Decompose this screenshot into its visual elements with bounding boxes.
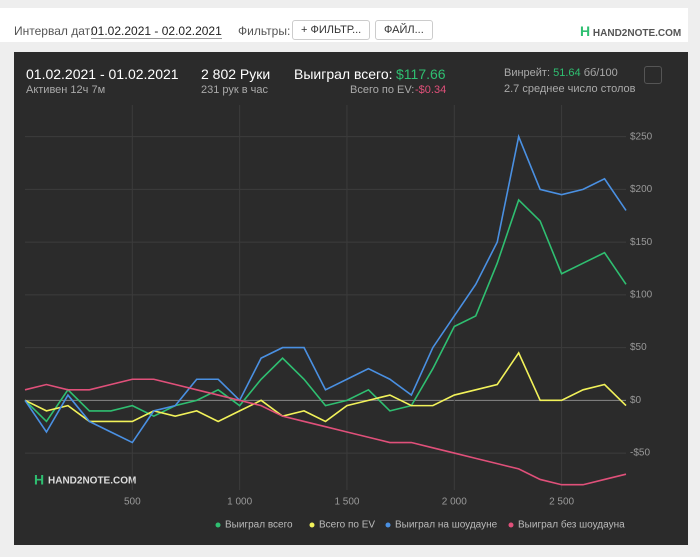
file-button[interactable]: ФАЙЛ...	[375, 20, 433, 40]
y-tick-label: $0	[630, 395, 642, 406]
x-tick-label: 1 500	[334, 497, 359, 508]
x-tick-label: 500	[124, 497, 141, 508]
legend-label: Выиграл без шоудауна	[518, 519, 625, 531]
ev-value: -$0.34	[415, 84, 447, 96]
x-tick-label: 1 000	[227, 497, 252, 508]
y-tick-label: $100	[630, 290, 653, 301]
hands-per-hour: 231 рук в час	[201, 84, 269, 96]
won-label: Выиграл всего:	[294, 66, 393, 82]
winrate-value: 51.64	[553, 67, 581, 79]
tables: 2.7 среднее число столов	[504, 83, 636, 95]
winrate-label: Винрейт:	[504, 67, 551, 79]
won-value: $117.66	[396, 66, 446, 82]
legend-swatch	[508, 522, 514, 528]
watermark: HAND2NOTE.COM	[48, 476, 136, 487]
date-label: Интервал дат:	[14, 24, 94, 38]
x-tick-label: 2 500	[549, 497, 574, 508]
y-tick-label: -$50	[630, 448, 650, 459]
legend-label: Всего по EV	[319, 520, 375, 531]
filters-label: Фильтры:	[238, 24, 291, 38]
period: 01.02.2021 - 01.02.2021	[26, 66, 179, 82]
filter-button-text: ФИЛЬТР...	[310, 24, 362, 36]
logo-text: HAND2NOTE.COM	[592, 28, 682, 39]
hands: 2 802 Руки	[201, 66, 271, 82]
series-line	[24, 198, 627, 423]
settings-button[interactable]	[644, 66, 662, 84]
filter-button[interactable]: + ФИЛЬТР...	[292, 20, 371, 40]
winrate-unit: бб/100	[583, 67, 618, 79]
y-tick-label: $250	[630, 131, 653, 142]
winrate: Винрейт: 51.64 бб/100	[504, 67, 618, 79]
panel: 01.02.2021 - 01.02.2021 Активен 12ч 7м 2…	[14, 52, 688, 545]
toolbar: Интервал дат: 01.02.2021 - 02.02.2021 Фи…	[0, 8, 688, 42]
series-line	[24, 378, 627, 486]
y-tick-label: $200	[630, 184, 653, 195]
y-tick-label: $150	[630, 237, 653, 248]
logo: H HAND2NOTE.COM	[580, 23, 682, 39]
x-tick-label: 2 000	[442, 497, 467, 508]
legend-swatch	[215, 522, 221, 528]
y-tick-label: $50	[630, 342, 647, 353]
series-line	[24, 351, 627, 423]
ev-label: Всего по EV:	[350, 84, 415, 96]
series-line	[24, 133, 627, 444]
date-range[interactable]: 01.02.2021 - 02.02.2021	[91, 24, 222, 39]
active: Активен 12ч 7м	[26, 84, 106, 96]
legend-swatch	[309, 522, 315, 528]
legend-label: Выиграл всего	[225, 520, 293, 531]
legend-swatch	[385, 522, 391, 528]
legend-label: Выиграл на шоудауне	[395, 520, 498, 531]
watermark-icon: H	[34, 472, 44, 488]
